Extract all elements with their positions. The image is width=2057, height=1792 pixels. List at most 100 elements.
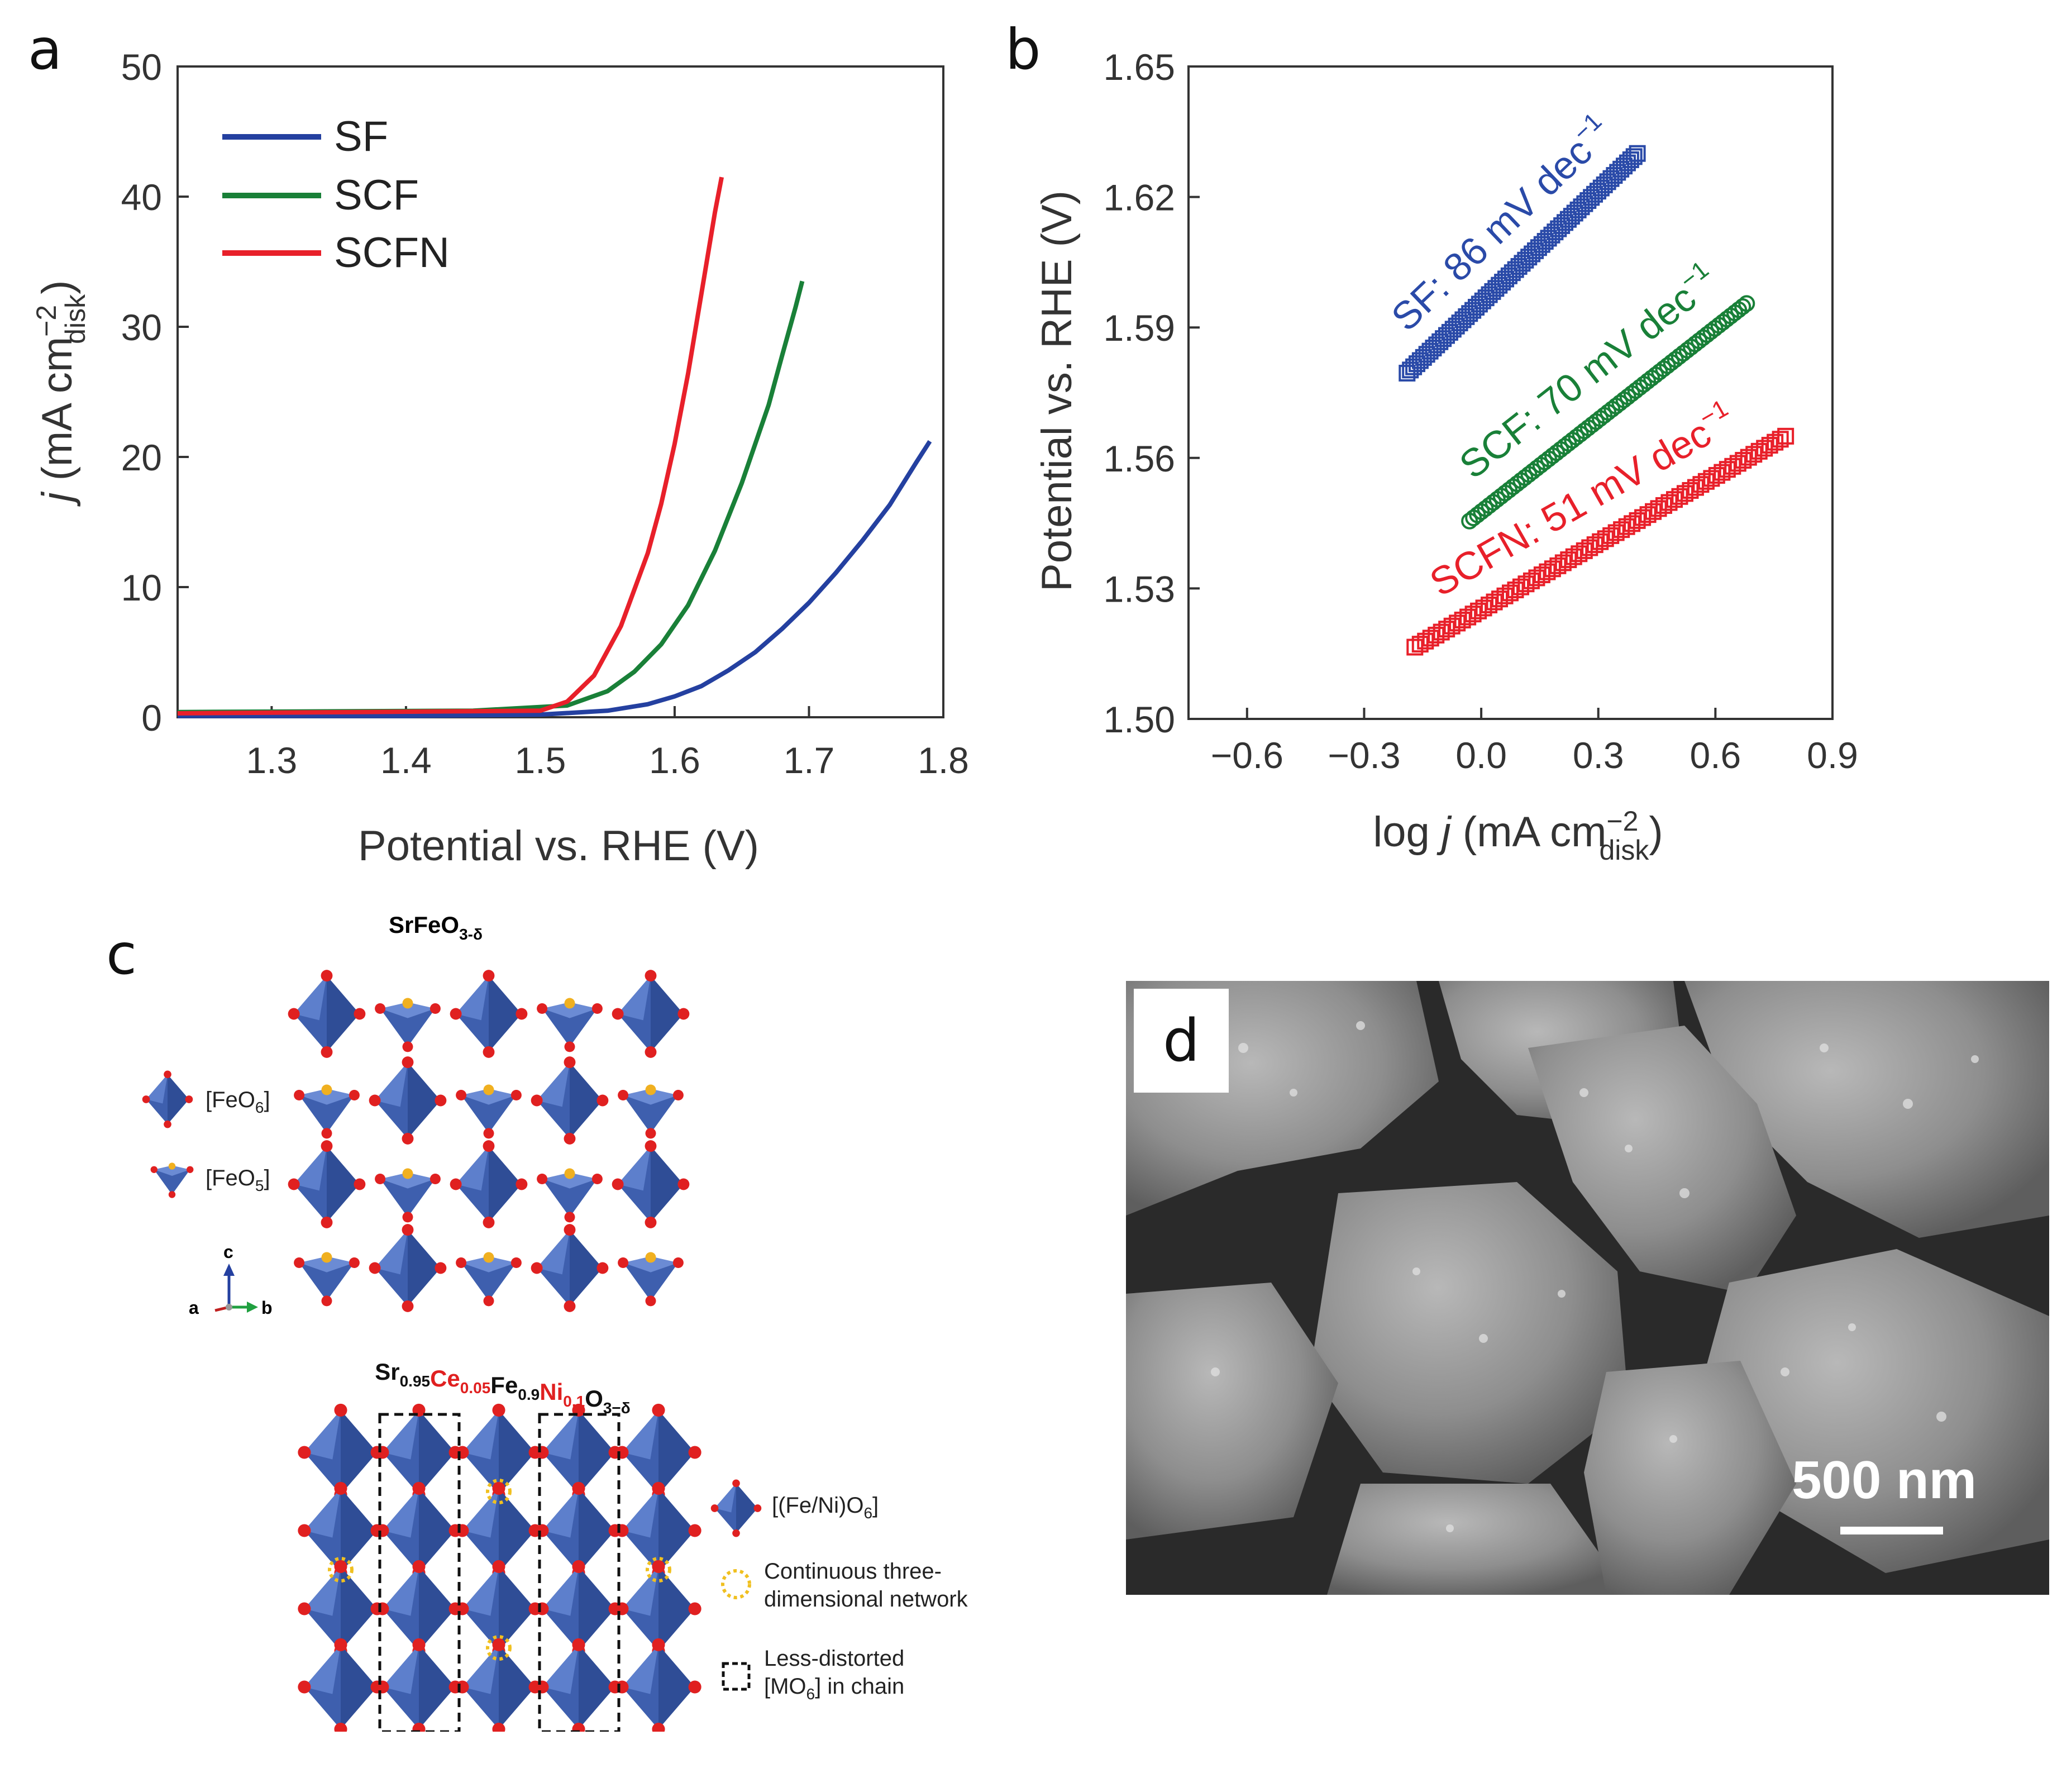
a-ytick-label: 40 (121, 177, 162, 218)
b-point (1676, 485, 1693, 502)
b-point (1502, 584, 1519, 602)
b-xlabel-sub: disk (1599, 835, 1649, 866)
b-point (1613, 521, 1630, 538)
sem-image: d 500 nm (1126, 981, 2049, 1595)
srfeo-polyhedron (456, 1252, 522, 1307)
b-xlabel-unit: (mA cm (1451, 808, 1607, 856)
b-point (1655, 497, 1673, 514)
chart-a: 1.3 1.4 1.5 1.6 1.7 1.8 0 10 20 30 40 50 Potential … (31, 46, 969, 870)
srfeo-polyhedron (531, 1056, 609, 1145)
b-point (1475, 599, 1492, 617)
b-xlabel-close: ) (1649, 808, 1663, 856)
b-ytick-label: 1.53 (1104, 568, 1175, 609)
srfeo-polyhedron (375, 998, 441, 1052)
a-xtick-label: 1.5 (515, 740, 566, 781)
b-xlabel: log j (mA cm−2 disk) (1373, 806, 1663, 866)
b-point (1729, 455, 1746, 472)
svg-text:[FeO6]: [FeO6] (206, 1088, 270, 1116)
b-xtick-label: 0.0 (1455, 735, 1507, 776)
legend-label-scf: SCF (334, 171, 419, 219)
b-point (1761, 437, 1778, 454)
b-xtick-label: 0.3 (1573, 735, 1624, 776)
b-point (1406, 638, 1424, 656)
a-ylabel-j: j (34, 491, 81, 507)
b-point (1714, 464, 1731, 481)
chain-boxes (378, 1413, 621, 1732)
b-point (1682, 482, 1699, 499)
b-point (1491, 590, 1509, 608)
svg-text:[MO6] in chain: [MO6] in chain (764, 1674, 904, 1703)
scfn-octahedron (615, 1638, 701, 1732)
scfn-octahedron (456, 1638, 542, 1732)
network-marker (328, 1557, 354, 1583)
a-ytick-label: 50 (121, 46, 162, 88)
series-line-scfn (177, 177, 724, 716)
scfn-legend: [(Fe/Ni)O6] Continuous three- dimensiona… (710, 1479, 968, 1703)
network-marker (646, 1557, 671, 1583)
b-point (1767, 433, 1784, 451)
a-xtick-label: 1.8 (918, 740, 969, 781)
sem-scale-text: 500 nm (1792, 1450, 1977, 1510)
sem-scale-bar (1840, 1527, 1943, 1534)
legend-label-sf: SF (334, 113, 388, 160)
srfeo-polyhedron (294, 1252, 360, 1307)
b-point (1738, 295, 1755, 312)
chart-b: −0.6 −0.3 0.0 0.3 0.6 0.9 1.50 1.53 1.56 1.59 1.62… (1033, 46, 1858, 866)
panel-letter-b: b (1005, 17, 1041, 82)
sem-panel-label: d (1134, 989, 1229, 1093)
b-point (1422, 630, 1439, 647)
b-point (1539, 563, 1556, 580)
b-point (1438, 621, 1455, 638)
srfeo-polyhedron (375, 1168, 441, 1223)
svg-text:dimensional network: dimensional network (764, 1587, 968, 1612)
a-ylabel-unit: (mA cm (34, 337, 81, 493)
srfeo-polyhedron (531, 1224, 609, 1312)
b-point (1576, 542, 1593, 559)
b-point (1750, 442, 1768, 460)
b-point (1517, 575, 1535, 593)
a-ylabel: j (mA cm−2disk) (31, 280, 91, 507)
b-point (1734, 298, 1751, 315)
b-point (1586, 536, 1603, 554)
srfeo-polyhedron (369, 1056, 447, 1145)
b-point (1560, 551, 1577, 569)
scfn-title: Sr0.95Ce0.05Fe0.9Ni0.1O3−δ (375, 1359, 631, 1417)
scfn-octahedron (536, 1638, 622, 1732)
srfeo-polyhedron (450, 970, 528, 1058)
b-point (1512, 578, 1529, 595)
b-point (1703, 470, 1720, 487)
srfeo-polyhedron (450, 1140, 528, 1228)
a-xtick-label: 1.3 (246, 740, 297, 781)
b-ytick-label: 1.59 (1104, 307, 1175, 349)
srfeo-legend: [FeO6] [FeO5] (142, 1070, 270, 1198)
b-point (1449, 614, 1466, 632)
b-point (1719, 461, 1736, 478)
b-point (1607, 524, 1625, 541)
b-point (1459, 608, 1477, 626)
b-annotation-0: SF: 86 mV dec−1 (1381, 107, 1620, 339)
b-point (1724, 457, 1741, 475)
a-ylabel-sup: −2 (31, 305, 62, 337)
b-point (1433, 623, 1450, 641)
b-point (1470, 602, 1487, 619)
srfeo-polyhedron (288, 970, 366, 1058)
a-ytick-label: 20 (121, 437, 162, 478)
panel-letter-c: c (106, 922, 137, 987)
b-point (1645, 503, 1662, 520)
a-ytick-label: 10 (121, 567, 162, 608)
b-xtick-label: −0.6 (1211, 735, 1283, 776)
srfeo-polyhedron (612, 970, 690, 1058)
b-point (1772, 431, 1789, 448)
b-point (1496, 587, 1514, 604)
a-xtick-label: 1.7 (784, 740, 835, 781)
b-point (1528, 569, 1545, 587)
b-xtick-label: 0.6 (1689, 735, 1741, 776)
b-point (1697, 473, 1715, 490)
legend-a: SF SCF SCFN (222, 113, 450, 277)
b-series (1399, 145, 1794, 656)
a-ylabel-close: ) (34, 280, 81, 294)
b-point (1692, 476, 1710, 493)
scfn-octahedron (298, 1638, 384, 1732)
b-point (1443, 617, 1461, 635)
b-point (1554, 554, 1572, 571)
